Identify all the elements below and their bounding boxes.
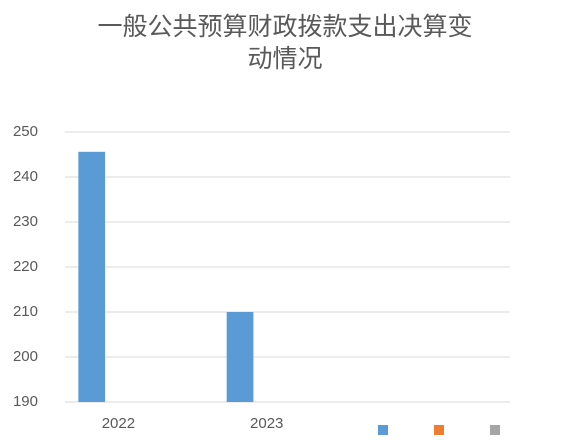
x-tick-label: 2022 xyxy=(102,415,135,432)
legend-swatch xyxy=(434,425,444,435)
legend-swatch xyxy=(378,425,388,435)
x-tick-label: 2023 xyxy=(250,415,283,432)
bar xyxy=(226,312,254,402)
bar xyxy=(78,151,106,402)
chart-title: 一般公共预算财政拨款支出决算变动情况 xyxy=(97,13,472,73)
y-tick-label: 230 xyxy=(13,213,38,230)
y-tick-label: 220 xyxy=(13,258,38,275)
legend-swatch xyxy=(490,425,500,435)
y-tick-label: 240 xyxy=(13,168,38,185)
y-tick-label: 200 xyxy=(13,348,38,365)
y-tick-label: 210 xyxy=(13,303,38,320)
y-tick-label: 190 xyxy=(13,393,38,410)
y-tick-label: 250 xyxy=(13,123,38,140)
